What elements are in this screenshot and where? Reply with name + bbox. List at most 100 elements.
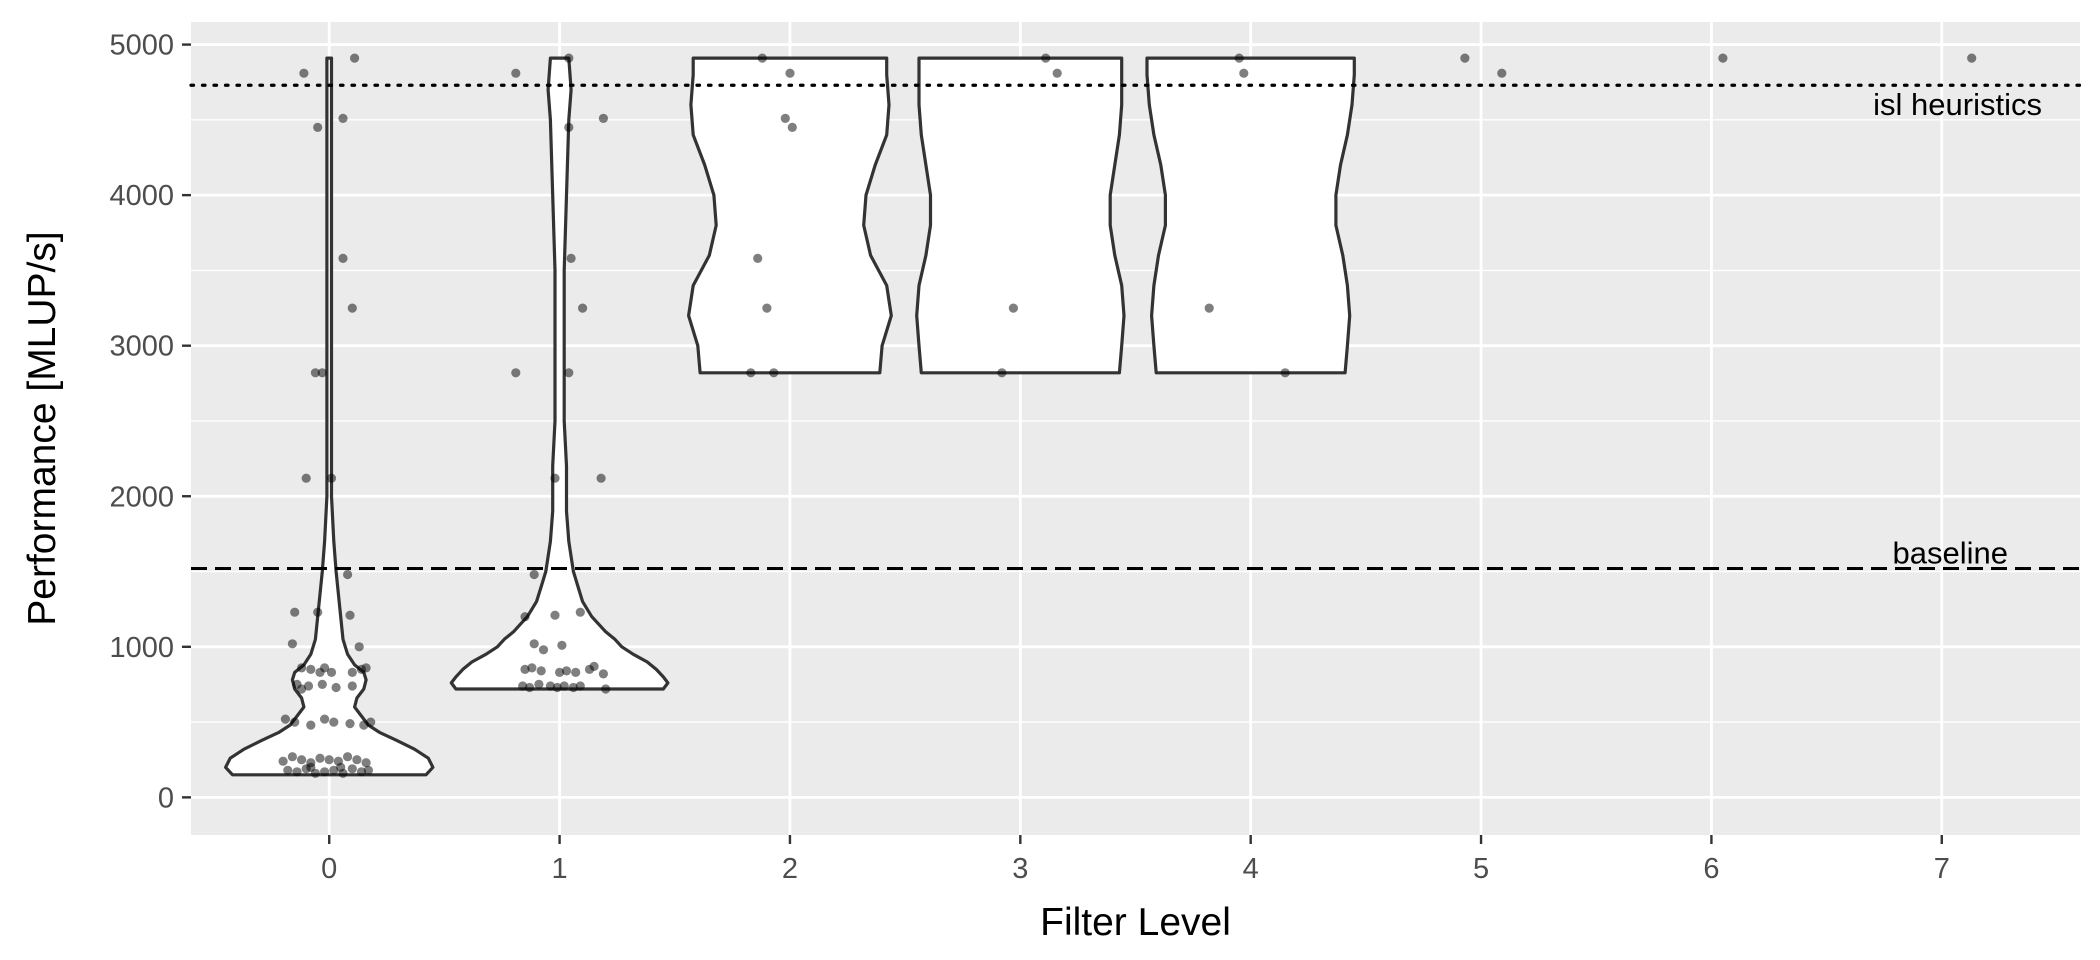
data-point (320, 714, 330, 724)
data-point (363, 765, 373, 775)
data-point (1204, 303, 1214, 313)
x-tick-label: 6 (1703, 853, 1719, 885)
data-point (538, 645, 549, 655)
data-point (359, 720, 369, 730)
data-point (552, 682, 562, 693)
data-point (525, 682, 535, 693)
violins (224, 56, 1356, 777)
x-tick-label: 3 (1012, 853, 1028, 885)
data-point (571, 667, 581, 678)
data-point (329, 717, 339, 727)
x-tick-label: 1 (552, 853, 568, 885)
data-point (343, 569, 353, 580)
data-point (520, 612, 530, 622)
y-axis-ticks: 0 1000 2000 3000 4000 5000 (109, 30, 191, 814)
data-point (278, 756, 288, 766)
violin-level-3 (915, 56, 1126, 375)
data-point (329, 765, 339, 775)
x-axis-ticks: 0 1 2 3 4 5 6 7 (321, 835, 1950, 885)
data-point (555, 667, 565, 678)
jitter-points (278, 53, 1977, 778)
data-point (520, 664, 530, 675)
y-tick-label: 4000 (109, 180, 174, 212)
data-point (1497, 68, 1507, 78)
y-tick-label: 3000 (109, 331, 174, 363)
data-point (511, 368, 521, 378)
data-point (326, 667, 337, 678)
data-point (347, 667, 357, 678)
data-point (331, 682, 341, 693)
data-point (317, 368, 327, 378)
data-point (315, 753, 325, 763)
data-point (601, 684, 611, 694)
data-point (1052, 68, 1062, 78)
data-point (361, 758, 371, 768)
data-point (1460, 53, 1470, 63)
data-point (1280, 368, 1290, 378)
data-point (306, 762, 316, 772)
data-point (561, 666, 572, 676)
data-point (557, 640, 567, 650)
data-point (350, 53, 360, 63)
data-point (1967, 53, 1977, 63)
data-point (303, 681, 314, 691)
data-point (785, 68, 795, 78)
reference-line-label: isl heuristics (1873, 87, 2042, 122)
data-point (326, 473, 337, 483)
y-tick-label: 2000 (109, 481, 174, 513)
data-point (1041, 53, 1051, 63)
data-point (313, 607, 323, 617)
data-point (545, 681, 556, 691)
data-point (787, 122, 797, 132)
x-tick-label: 0 (321, 853, 337, 885)
violin-level-1 (449, 56, 670, 691)
data-point (1718, 53, 1728, 63)
reference-lines: isl heuristics baseline (189, 83, 2082, 571)
data-point (313, 122, 323, 132)
data-point (1234, 53, 1244, 63)
data-point (568, 682, 579, 693)
data-point (361, 663, 371, 673)
data-point (534, 679, 544, 690)
x-axis-title: Filter Level (1040, 901, 1231, 944)
data-point (297, 663, 307, 673)
x-tick-label: 5 (1473, 853, 1489, 885)
y-axis-title: Performance [MLUP/s] (21, 231, 64, 625)
data-point (589, 661, 599, 672)
data-point (559, 681, 569, 691)
data-point (280, 714, 290, 724)
data-point (324, 755, 334, 765)
data-point (527, 663, 537, 673)
data-point (757, 53, 767, 63)
data-point (345, 610, 355, 620)
data-point (550, 610, 560, 620)
data-point (297, 684, 307, 694)
data-point (292, 767, 302, 777)
data-point (287, 752, 297, 762)
data-point (536, 666, 546, 676)
y-tick-label: 5000 (109, 30, 174, 62)
data-point (287, 639, 297, 649)
data-point (769, 368, 779, 378)
data-point (1008, 303, 1019, 313)
minor-gridlines (191, 119, 2080, 723)
violin-level-2 (687, 56, 893, 375)
data-point (578, 303, 588, 313)
data-point (518, 681, 528, 691)
x-tick-label: 4 (1243, 853, 1259, 885)
data-point (511, 68, 521, 78)
data-point (347, 764, 357, 774)
data-point (345, 719, 355, 729)
data-point (290, 607, 300, 617)
data-point (575, 681, 585, 691)
data-point (338, 113, 348, 123)
data-point (290, 717, 300, 727)
data-point (310, 368, 320, 378)
data-point (347, 303, 357, 313)
x-tick-label: 7 (1934, 853, 1950, 885)
data-point (301, 473, 311, 483)
data-point (746, 368, 756, 378)
data-point (753, 253, 763, 263)
data-point (354, 642, 364, 652)
